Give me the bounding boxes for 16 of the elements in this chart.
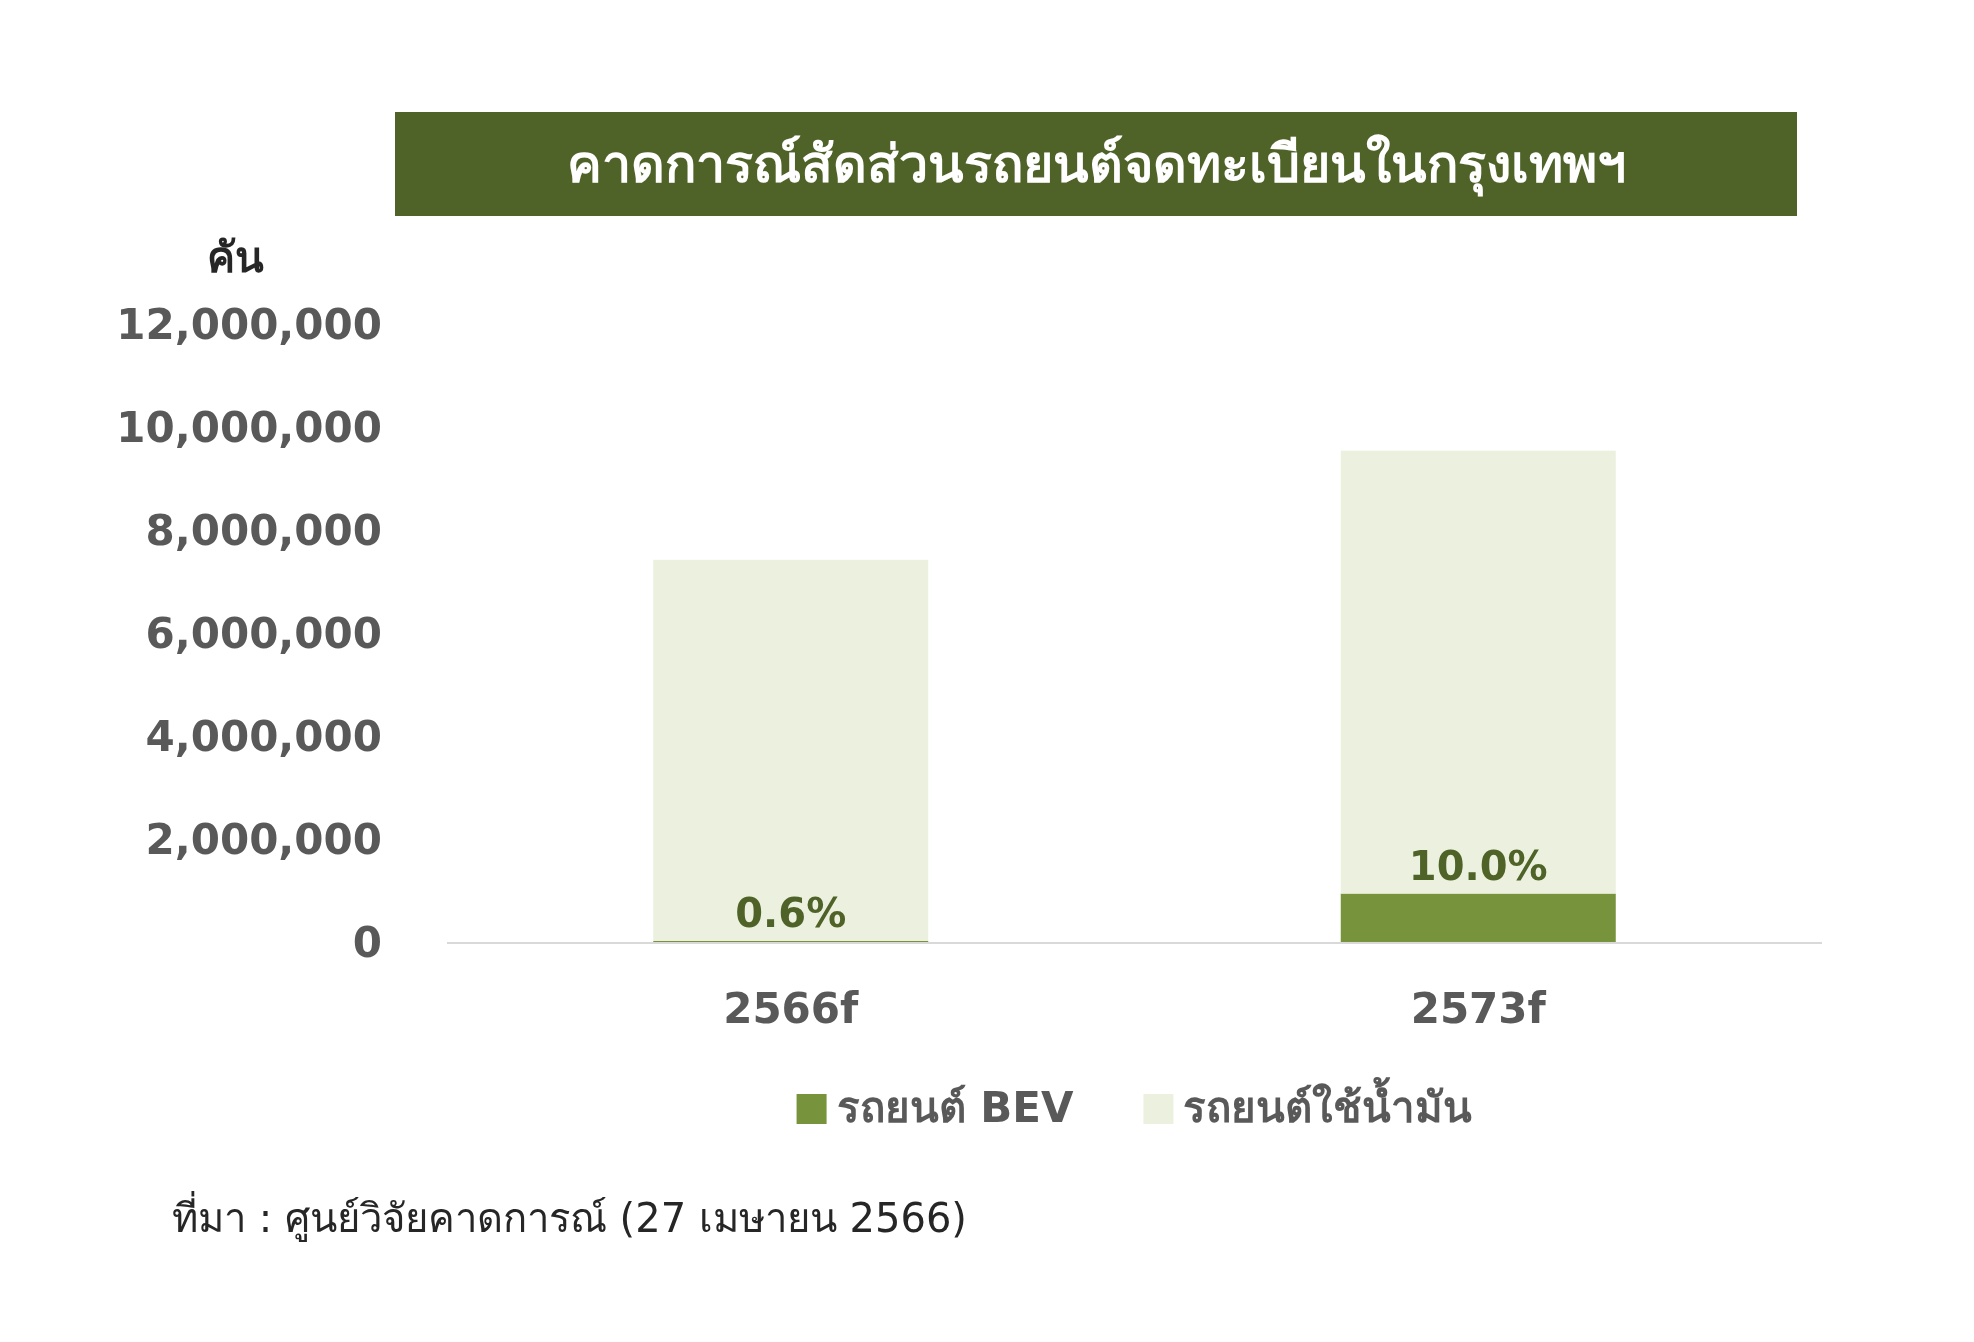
chart-title: คาดการณ์สัดส่วนรถยนต์จดทะเบียนในกรุงเทพฯ xyxy=(566,134,1626,197)
y-tick-label: 2,000,000 xyxy=(145,814,382,864)
y-tick-label: 10,000,000 xyxy=(116,402,382,452)
text: ที่มา : ศูนย์วิจัยคาดการณ์ (27 เมษายน 2566) xyxy=(172,1191,967,1242)
y-tick-label: 6,000,000 xyxy=(145,608,382,658)
y-tick-label: 4,000,000 xyxy=(145,711,382,761)
x-tick-label: 2566f xyxy=(723,984,860,1033)
y-tick-label: 0 xyxy=(352,917,382,967)
y-tick-label: 8,000,000 xyxy=(145,505,382,555)
y-tick-label: 12,000,000 xyxy=(116,299,382,349)
legend-label: รถยนต์ BEV xyxy=(836,1083,1074,1132)
legend-label: รถยนต์ใช้น้ำมัน xyxy=(1183,1076,1473,1132)
x-tick-label: 2573f xyxy=(1410,984,1547,1033)
annotation: 10.0% xyxy=(1408,842,1548,889)
annotation: 0.6% xyxy=(735,889,847,936)
y-axis-title: คัน xyxy=(206,233,264,282)
